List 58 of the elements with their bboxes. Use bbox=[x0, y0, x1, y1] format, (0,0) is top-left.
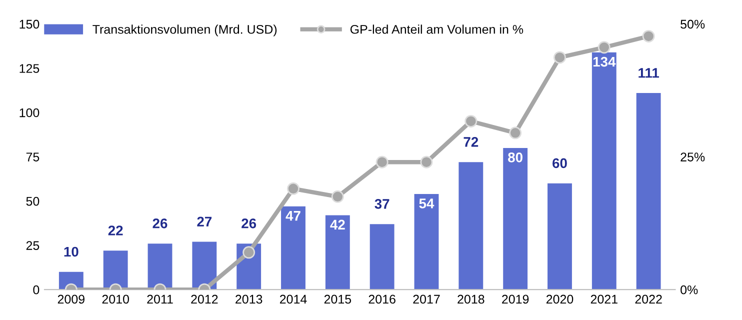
x-tick-label: 2009 bbox=[58, 294, 84, 304]
y-tick-label: 50 bbox=[26, 196, 40, 206]
point bbox=[331, 190, 344, 203]
data-label: 26 bbox=[152, 218, 168, 228]
x-tick-label: 2010 bbox=[102, 294, 129, 304]
point bbox=[642, 30, 655, 42]
x-tick-label: 2017 bbox=[413, 294, 440, 304]
y-tick-label: 0 bbox=[33, 285, 40, 294]
point bbox=[509, 126, 522, 140]
x-tick-label: 2019 bbox=[502, 294, 529, 304]
y-tick-label: 75 bbox=[26, 152, 40, 162]
y-tick-label: 125 bbox=[20, 64, 40, 73]
bar bbox=[592, 52, 616, 290]
y-tick-label: 150 bbox=[20, 20, 40, 29]
data-label: 27 bbox=[197, 216, 212, 226]
data-label: 26 bbox=[242, 218, 256, 228]
bar bbox=[370, 224, 394, 290]
data-label: 22 bbox=[108, 226, 123, 236]
data-label: 37 bbox=[374, 199, 390, 209]
point bbox=[598, 41, 610, 54]
x-tick-label: 2011 bbox=[147, 294, 173, 304]
x-tick-label: 2015 bbox=[324, 294, 352, 304]
data-label: 134 bbox=[593, 56, 616, 67]
point bbox=[420, 156, 433, 168]
data-label: 54 bbox=[419, 198, 434, 208]
data-label: 42 bbox=[330, 220, 345, 230]
legend-label: Transaktionsvolumen (Mrd. USD) bbox=[92, 24, 277, 36]
y-tick-label: 100 bbox=[20, 108, 40, 118]
x-tick-label: 2016 bbox=[368, 294, 396, 304]
bar bbox=[636, 93, 661, 290]
y-tick-label: 25 bbox=[26, 241, 40, 250]
y2-tick-label: 50% bbox=[680, 20, 705, 29]
x-tick-label: 2018 bbox=[458, 294, 484, 304]
x-tick-label: 2012 bbox=[191, 294, 218, 304]
bar bbox=[548, 183, 572, 290]
point bbox=[286, 182, 300, 195]
y2-tick-label: 25% bbox=[680, 152, 705, 162]
x-tick-label: 2021 bbox=[590, 294, 618, 304]
data-label: 72 bbox=[464, 137, 478, 147]
bar bbox=[503, 148, 528, 290]
data-label: 60 bbox=[552, 158, 567, 168]
data-label: 47 bbox=[286, 211, 300, 221]
bar bbox=[281, 206, 306, 290]
x-tick-label: 2022 bbox=[635, 294, 662, 304]
y2-tick-label: 0% bbox=[680, 285, 698, 294]
data-label: 10 bbox=[64, 246, 78, 257]
bar bbox=[325, 215, 350, 290]
point bbox=[376, 156, 388, 168]
point bbox=[553, 51, 566, 64]
x-tick-label: 2013 bbox=[236, 294, 262, 304]
bar bbox=[458, 162, 484, 290]
point bbox=[464, 114, 478, 128]
bar bbox=[414, 194, 439, 290]
x-tick-label: 2014 bbox=[280, 294, 307, 304]
legend-label: GP-led Anteil am Volumen in % bbox=[350, 24, 524, 34]
data-label: 80 bbox=[508, 152, 522, 162]
x-tick-label: 2020 bbox=[546, 294, 574, 304]
data-label: 111 bbox=[638, 68, 660, 78]
